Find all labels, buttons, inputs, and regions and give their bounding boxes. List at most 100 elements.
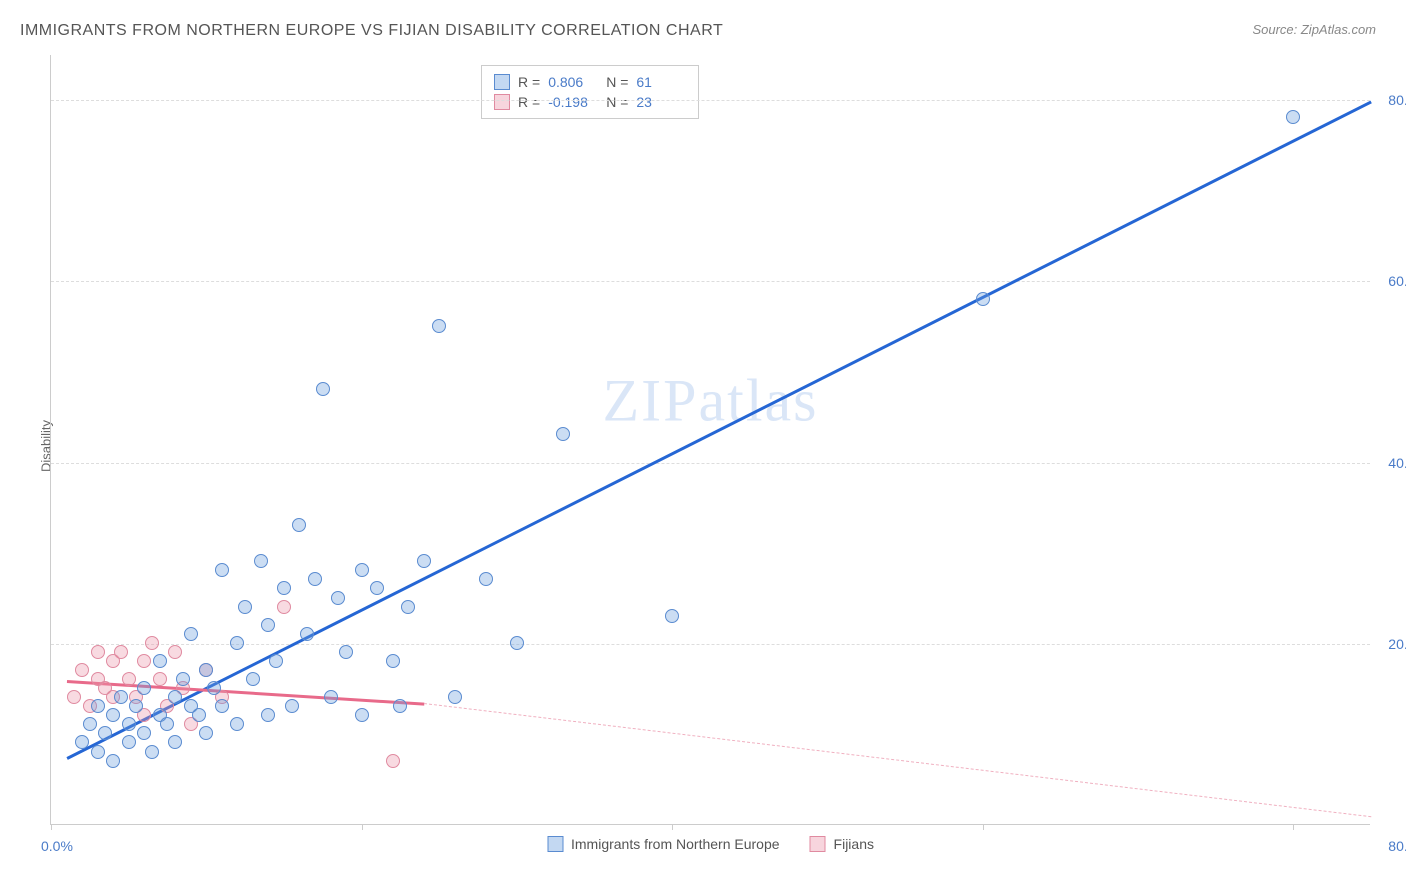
swatch-blue-icon [494,74,510,90]
data-point [277,581,291,595]
y-tick-label: 20.0% [1388,636,1406,652]
data-point [145,745,159,759]
data-point [122,735,136,749]
x-tick [983,824,984,830]
data-point [261,618,275,632]
data-point [386,754,400,768]
data-point [145,636,159,650]
data-point [168,735,182,749]
stat-n-series1: 61 [636,74,686,90]
data-point [230,717,244,731]
x-tick [51,824,52,830]
stat-label-r: R = [518,74,540,90]
data-point [75,735,89,749]
swatch-pink-icon [810,836,826,852]
legend-label-series1: Immigrants from Northern Europe [571,836,780,852]
stat-r-series2: -0.198 [548,94,598,110]
data-point [137,654,151,668]
trendline-series1 [66,100,1372,759]
data-point [339,645,353,659]
data-point [976,292,990,306]
stat-label-r: R = [518,94,540,110]
data-point [324,690,338,704]
data-point [106,754,120,768]
data-point [285,699,299,713]
data-point [122,672,136,686]
source-attribution: Source: ZipAtlas.com [1252,22,1376,37]
stat-n-series2: 23 [636,94,686,110]
stat-label-n: N = [606,94,628,110]
swatch-blue-icon [547,836,563,852]
data-point [122,717,136,731]
y-tick-label: 40.0% [1388,455,1406,471]
data-point [246,672,260,686]
data-point [417,554,431,568]
data-point [300,627,314,641]
data-point [230,636,244,650]
data-point [254,554,268,568]
data-point [168,690,182,704]
trendline-series2-dashed [424,703,1371,817]
gridline [51,100,1370,101]
legend-item-series2: Fijians [810,836,874,852]
data-point [184,627,198,641]
data-point [137,681,151,695]
data-point [98,726,112,740]
data-point [238,600,252,614]
data-point [153,672,167,686]
legend: Immigrants from Northern Europe Fijians [547,836,874,852]
watermark-text: ZIPatlas [603,367,819,436]
data-point [355,708,369,722]
data-point [665,609,679,623]
data-point [106,708,120,722]
x-tick-label-max: 80.0% [1388,838,1406,854]
data-point [479,572,493,586]
data-point [91,745,105,759]
data-point [199,663,213,677]
x-tick-label-min: 0.0% [41,838,73,854]
stats-row-series1: R = 0.806 N = 61 [494,72,686,92]
y-tick-label: 80.0% [1388,92,1406,108]
data-point [215,563,229,577]
data-point [277,600,291,614]
data-point [370,581,384,595]
data-point [67,690,81,704]
data-point [199,726,213,740]
data-point [355,563,369,577]
gridline [51,281,1370,282]
data-point [137,726,151,740]
x-tick [672,824,673,830]
data-point [1286,110,1300,124]
data-point [75,663,89,677]
data-point [192,708,206,722]
x-tick [362,824,363,830]
correlation-stats-box: R = 0.806 N = 61 R = -0.198 N = 23 [481,65,699,119]
stat-label-n: N = [606,74,628,90]
data-point [114,645,128,659]
data-point [176,672,190,686]
x-tick [1293,824,1294,830]
data-point [386,654,400,668]
data-point [160,717,174,731]
legend-item-series1: Immigrants from Northern Europe [547,836,780,852]
data-point [91,645,105,659]
data-point [153,654,167,668]
data-point [129,699,143,713]
gridline [51,463,1370,464]
data-point [269,654,283,668]
data-point [207,681,221,695]
data-point [448,690,462,704]
chart-title: IMMIGRANTS FROM NORTHERN EUROPE VS FIJIA… [20,22,723,40]
data-point [556,427,570,441]
data-point [83,717,97,731]
legend-label-series2: Fijians [834,836,874,852]
data-point [308,572,322,586]
data-point [331,591,345,605]
data-point [168,645,182,659]
data-point [261,708,275,722]
plot-area: ZIPatlas R = 0.806 N = 61 R = -0.198 N =… [50,55,1370,825]
stat-r-series1: 0.806 [548,74,598,90]
data-point [215,699,229,713]
data-point [432,319,446,333]
swatch-pink-icon [494,94,510,110]
